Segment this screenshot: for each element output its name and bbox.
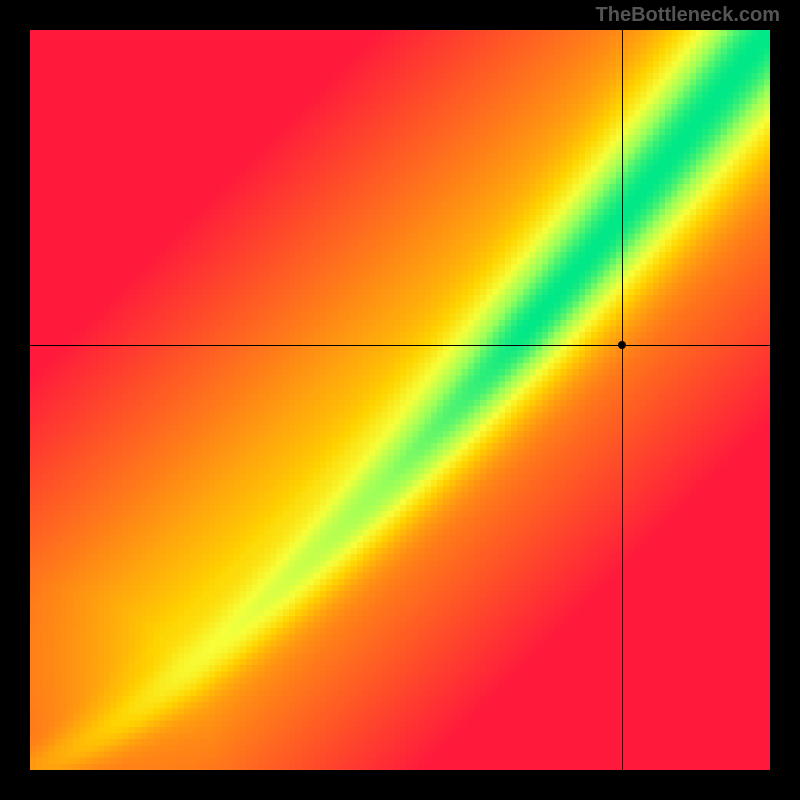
heatmap-plot — [30, 30, 770, 770]
heatmap-canvas — [30, 30, 770, 770]
watermark-text: TheBottleneck.com — [596, 4, 780, 27]
